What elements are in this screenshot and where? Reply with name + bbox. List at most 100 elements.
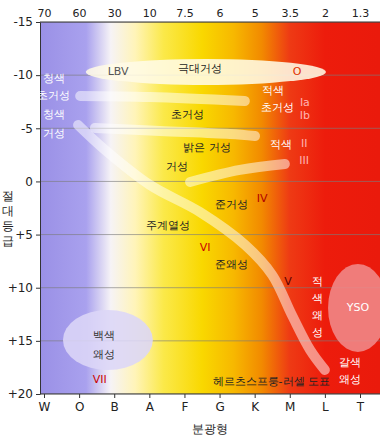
y-tick-label: +20 xyxy=(8,387,33,401)
star-band xyxy=(95,128,255,136)
annotation: 백색 xyxy=(93,329,115,342)
y-tick-label: +10 xyxy=(8,281,33,295)
annotation: 왜성 xyxy=(93,348,115,361)
x2-tick-label: 6 xyxy=(217,7,224,20)
annotation: O xyxy=(293,65,302,78)
grid-line xyxy=(40,394,380,395)
y-tick-mark xyxy=(36,128,40,129)
y-tick-mark xyxy=(36,341,40,342)
x-tick-label: K xyxy=(251,400,260,414)
y-tick-mark xyxy=(36,235,40,236)
x2-tick-label: 70 xyxy=(38,7,52,20)
x-tick-mark xyxy=(255,394,256,398)
y-tick: +15 xyxy=(8,334,40,348)
annotation: 적색 xyxy=(270,138,292,151)
x-tick: F xyxy=(181,394,188,414)
x2-tick: 60 xyxy=(73,7,87,22)
y-tick-mark xyxy=(36,181,40,182)
grid-line xyxy=(40,22,380,23)
annotation: 밝은 거성 xyxy=(183,141,231,154)
annotation: 준거성 xyxy=(215,198,248,211)
y-tick: -10 xyxy=(13,68,40,82)
annotations: LBV극대거성O청색초거성청색거성초거성적색초거성IaIb밝은 거성적색II거성… xyxy=(37,62,369,387)
star-band xyxy=(190,164,285,182)
annotation: 극대거성 xyxy=(178,62,222,75)
grid-line xyxy=(40,234,380,235)
x2-tick: 1.3 xyxy=(352,7,370,22)
y-tick: -5 xyxy=(21,122,40,136)
y-axis-title: 절대등급 xyxy=(2,189,14,248)
y-tick: +10 xyxy=(8,281,40,295)
x-tick: W xyxy=(39,394,51,414)
x-tick: A xyxy=(146,394,155,414)
x2-tick: 3.5 xyxy=(282,7,300,22)
x-tick: B xyxy=(111,394,119,414)
x2-tick: 6 xyxy=(217,7,224,22)
x-tick-mark xyxy=(44,394,45,398)
x-tick-mark xyxy=(360,394,361,398)
annotation: 초거성 xyxy=(37,89,70,102)
annotation: 초거성 xyxy=(171,108,204,121)
annotation: V xyxy=(284,275,292,288)
x2-tick: 2 xyxy=(322,7,329,22)
y-tick-label: -10 xyxy=(13,68,33,82)
regions xyxy=(63,59,380,370)
annotation: 초거성 xyxy=(261,101,294,114)
annotation: Ia xyxy=(300,96,310,109)
star-region xyxy=(63,310,153,370)
x2-tick: 10 xyxy=(143,7,157,22)
annotation: 적색왜성 xyxy=(312,275,323,339)
x2-tick: 5 xyxy=(252,7,259,22)
annotation: 청색 xyxy=(43,72,65,85)
x2-tick-label: 60 xyxy=(73,7,87,20)
star-region xyxy=(328,264,380,352)
x-tick-label: G xyxy=(215,400,224,414)
x2-tick: 30 xyxy=(108,7,122,22)
x-tick-label: F xyxy=(181,400,188,414)
x-tick-mark xyxy=(220,394,221,398)
annotation: III xyxy=(299,154,309,167)
x-tick-mark xyxy=(114,394,115,398)
x-tick: L xyxy=(322,394,329,414)
plot-area xyxy=(40,22,380,394)
x-tick: M xyxy=(285,394,295,414)
annotation: II xyxy=(301,137,308,150)
x-tick-mark xyxy=(79,394,80,398)
annotation: 주계열성 xyxy=(146,219,190,232)
x-tick-mark xyxy=(325,394,326,398)
x-tick-label: B xyxy=(111,400,119,414)
x2-axis: 70 60 30 10 7.5 6 5 3.5 2 1.3 xyxy=(38,7,381,22)
x2-tick-label: 1.3 xyxy=(352,7,370,20)
x2-tick-label: 5 xyxy=(252,7,259,20)
y-tick-mark xyxy=(36,75,40,76)
x-tick-label: W xyxy=(39,400,51,414)
x2-axis-line xyxy=(40,22,380,23)
annotation: 청색 xyxy=(43,108,65,121)
annotation: VI xyxy=(200,241,211,254)
y-tick: 0 xyxy=(25,175,40,189)
annotation: YSO xyxy=(346,301,370,314)
y-axis-line xyxy=(40,23,41,395)
annotation: 거성 xyxy=(166,160,188,173)
x-tick-label: L xyxy=(322,400,329,414)
background xyxy=(40,22,380,394)
x-tick-label: M xyxy=(285,400,295,414)
x2-tick-label: 10 xyxy=(143,7,157,20)
star-region xyxy=(86,59,326,85)
y-tick: +5 xyxy=(15,228,40,242)
annotation: Ib xyxy=(300,109,310,122)
annotation: LBV xyxy=(108,65,129,78)
annotation: 준왜성 xyxy=(215,258,248,271)
x-tick-mark xyxy=(184,394,185,398)
x-tick-label: A xyxy=(146,400,155,414)
y-tick-label: +15 xyxy=(8,334,33,348)
x-axis-line xyxy=(40,394,380,395)
annotation: VII xyxy=(93,373,107,386)
y-tick-label: -5 xyxy=(21,122,33,136)
y-tick-label: 0 xyxy=(25,175,33,189)
annotation: IV xyxy=(257,192,268,205)
y-tick-label: +5 xyxy=(15,228,33,242)
x-tick-mark xyxy=(290,394,291,398)
x2-tick: 7.5 xyxy=(176,7,194,22)
x-tick: G xyxy=(215,394,224,414)
